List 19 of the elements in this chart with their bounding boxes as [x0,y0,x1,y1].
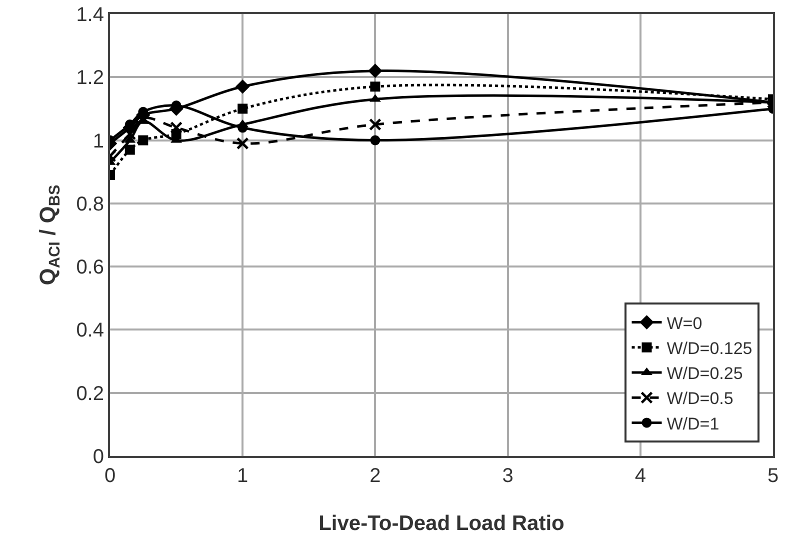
x-tick-label: 2 [370,465,381,487]
legend-label: W/D=0.25 [666,364,743,384]
y-tick-label: 1.4 [76,4,104,26]
legend-label: W=0 [666,314,702,333]
legend-label: W/D=0.125 [666,339,752,358]
legend-label: W/D=1 [666,414,720,434]
legend-label: W/D=0.5 [666,389,734,408]
y-tick-label: 0 [92,446,104,468]
x-tick-label: 1 [237,465,248,487]
x-tick-label: 5 [767,465,779,487]
y-tick-label: 1.2 [76,67,104,90]
y-tick-label: 0.8 [76,193,104,216]
y-tick-label: 1 [92,130,104,152]
x-tick-label: 4 [634,465,646,487]
x-tick-label: 3 [502,465,514,487]
y-tick-label: 0.4 [76,320,104,342]
y-tick-label: 0.2 [76,382,104,405]
x-axis-title: Live-To-Dead Load Ratio [318,512,564,535]
y-tick-label: 0.6 [76,256,104,279]
